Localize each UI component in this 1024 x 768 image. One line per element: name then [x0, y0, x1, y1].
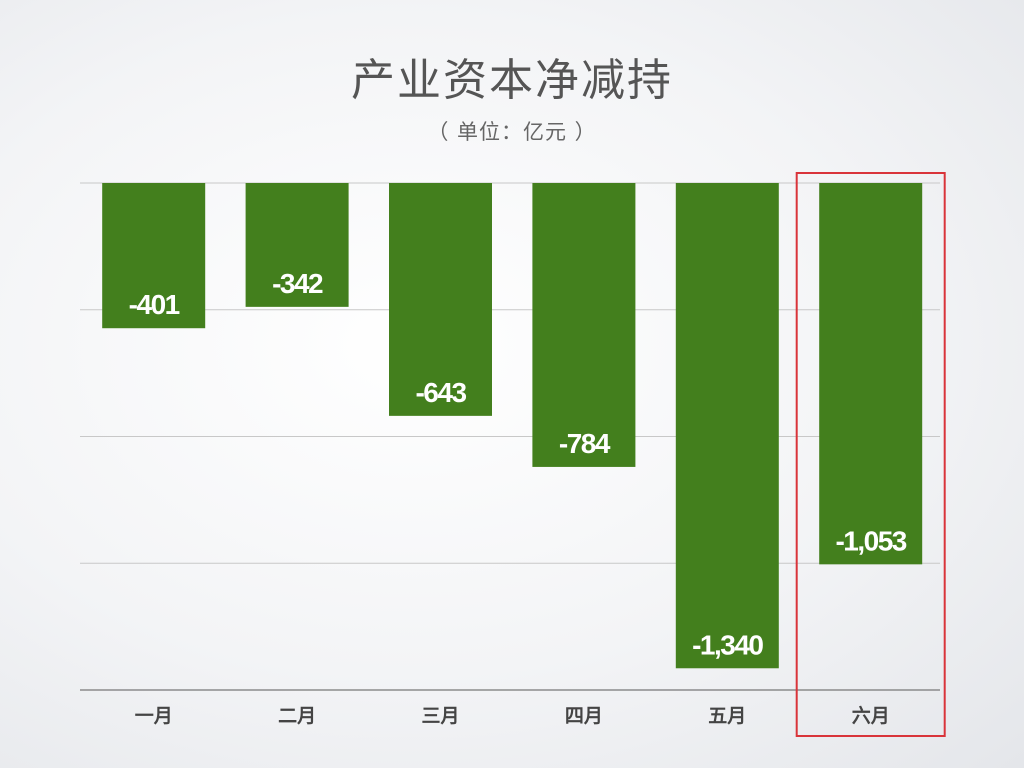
category-label: 三月: [421, 705, 459, 727]
value-label: -342: [272, 268, 323, 299]
chart-title: 产业资本净减持: [351, 55, 673, 106]
category-label: 一月: [135, 705, 173, 727]
category-label: 四月: [565, 705, 603, 727]
bar-4: [532, 183, 636, 467]
value-label: -1,340: [692, 629, 763, 660]
category-label: 五月: [708, 705, 746, 727]
bar-5: [675, 183, 779, 669]
bar-2: [245, 183, 349, 307]
category-label: 六月: [852, 704, 890, 727]
bar-3: [389, 183, 492, 416]
chart-subtitle: （ 单位：亿元 ）: [427, 120, 597, 144]
value-label: -1,053: [835, 525, 906, 556]
bar-1: [102, 183, 206, 329]
bar-6: [819, 183, 923, 565]
highlight-box: [795, 172, 946, 737]
value-label: -643: [415, 377, 466, 408]
value-label: -401: [129, 289, 180, 320]
value-label: -784: [559, 428, 611, 459]
category-label: 二月: [278, 705, 316, 727]
